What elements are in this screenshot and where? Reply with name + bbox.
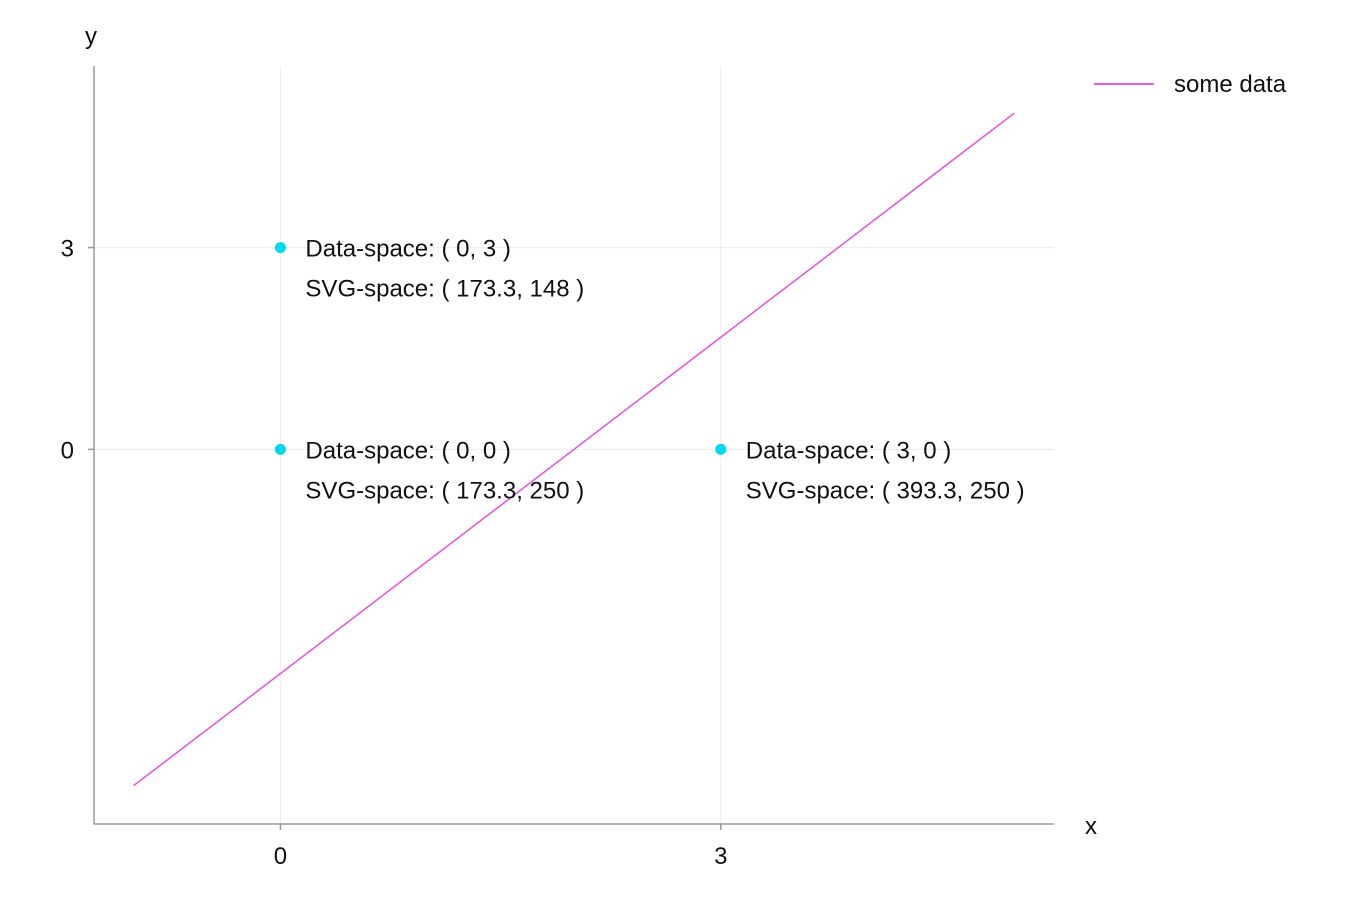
x-tick-label-3: 3	[714, 843, 727, 870]
series-line-0	[133, 112, 1015, 787]
tick-labels: 0 3 0 3	[61, 236, 728, 870]
x-axis-label: x	[1085, 813, 1097, 840]
data-point-2	[715, 443, 727, 455]
y-tick-label-0: 0	[61, 437, 74, 464]
data-point-label-1: Data-space: ( 0, 0 )	[305, 437, 510, 464]
annotated-points: Data-space: ( 0, 3 ) SVG-space: ( 173.3, …	[274, 236, 1025, 504]
data-point-sublabel-1: SVG-space: ( 173.3, 250 )	[305, 477, 584, 504]
x-tick-label-0: 0	[274, 843, 287, 870]
data-point-sublabel-2: SVG-space: ( 393.3, 250 )	[746, 477, 1025, 504]
axes-layer	[93, 66, 1054, 825]
legend: some data	[1094, 71, 1287, 98]
data-point-label-2: Data-space: ( 3, 0 )	[746, 437, 951, 464]
legend-label: some data	[1174, 71, 1287, 98]
data-point-sublabel-0: SVG-space: ( 173.3, 148 )	[305, 276, 584, 303]
y-axis-label: y	[85, 23, 97, 50]
data-point-label-0: Data-space: ( 0, 3 )	[305, 236, 510, 263]
y-tick-label-3: 3	[61, 236, 74, 263]
series-layer	[133, 112, 1015, 787]
data-point-1	[274, 443, 286, 455]
data-point-0	[274, 242, 286, 254]
